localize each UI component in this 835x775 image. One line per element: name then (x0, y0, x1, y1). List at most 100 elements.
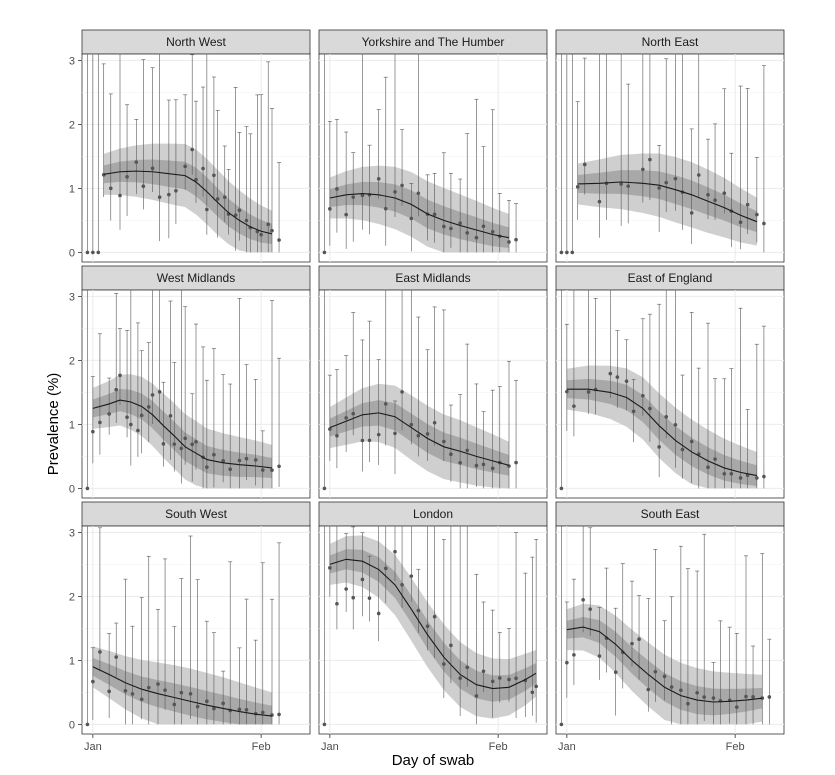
panel-title: North West (166, 35, 226, 49)
data-point (190, 147, 194, 152)
data-point (680, 447, 685, 452)
data-point (85, 486, 90, 491)
data-point (376, 611, 381, 616)
data-point (400, 390, 404, 394)
panel-title: North East (642, 35, 699, 49)
data-point (253, 458, 258, 462)
data-point (335, 433, 339, 438)
panel: North East (555, 29, 785, 263)
data-point (183, 164, 187, 169)
confidence-band (329, 400, 509, 476)
data-point (442, 662, 446, 666)
panel: South East Jan Feb (555, 501, 785, 753)
data-point (722, 471, 727, 476)
data-point (183, 436, 187, 441)
data-point (163, 688, 167, 692)
data-point (706, 193, 710, 197)
panel-title: East Midlands (395, 271, 470, 285)
y-tick-label: 0 (69, 719, 75, 731)
data-point (221, 701, 225, 706)
data-point (376, 177, 381, 181)
data-point (565, 389, 569, 394)
data-point (755, 476, 759, 480)
data-point (233, 213, 238, 217)
data-point (416, 191, 421, 196)
panel-title: Yorkshire and The Humber (362, 35, 505, 49)
data-point (195, 704, 200, 709)
data-point (108, 186, 113, 191)
data-point (114, 387, 118, 392)
data-point (393, 549, 397, 554)
data-point (129, 422, 133, 427)
data-point (91, 250, 95, 255)
data-point (335, 187, 339, 191)
x-tick-label: Jan (558, 741, 576, 753)
data-point (179, 446, 184, 451)
data-point (637, 637, 641, 642)
data-point (702, 695, 706, 699)
data-point (123, 688, 128, 693)
y-tick-label: 3 (69, 527, 75, 539)
y-tick-label: 1 (69, 183, 75, 195)
data-point (465, 448, 470, 453)
data-point (344, 416, 348, 420)
data-point (237, 707, 242, 712)
data-point (400, 183, 404, 188)
data-point (449, 643, 453, 648)
data-point (277, 712, 281, 717)
data-point (689, 211, 694, 215)
data-point (107, 689, 111, 694)
panel-strip (318, 501, 548, 527)
data-point (648, 406, 652, 411)
data-point (344, 587, 348, 591)
data-point (686, 701, 690, 706)
data-point (657, 445, 661, 449)
data-point (322, 250, 327, 255)
panel-strip (555, 501, 785, 527)
data-point (136, 428, 140, 433)
data-point (767, 695, 772, 699)
data-point (729, 471, 734, 476)
data-point (244, 456, 249, 461)
data-point (96, 250, 101, 255)
data-point (442, 439, 446, 444)
data-point (222, 195, 227, 199)
data-point (244, 707, 249, 712)
series-line (329, 558, 537, 690)
data-point (664, 180, 668, 185)
data-point (630, 641, 634, 646)
data-point (376, 432, 381, 437)
panel: East of England (555, 265, 785, 499)
data-point (118, 373, 122, 378)
data-point (393, 431, 397, 436)
series-line (329, 192, 510, 239)
panel-strip (81, 265, 311, 291)
data-point (490, 679, 495, 684)
panel-title: South East (641, 507, 700, 521)
confidence-band (566, 378, 757, 486)
data-point (172, 442, 177, 446)
data-point (432, 420, 437, 425)
y-axis-title: Prevalence (%) (45, 373, 62, 476)
data-point (673, 176, 678, 181)
y-tick-label: 1 (69, 655, 75, 667)
data-point (619, 182, 623, 186)
data-point (481, 669, 486, 674)
panel: Yorkshire and The Humber (318, 29, 548, 263)
panel: West Midlands 0 1 2 3 (69, 265, 311, 499)
data-point (664, 415, 668, 419)
confidence-band (103, 159, 272, 244)
data-point (425, 432, 430, 436)
data-point (474, 463, 479, 468)
data-point (383, 566, 388, 571)
data-point (174, 189, 178, 193)
data-point (270, 468, 274, 472)
data-point (641, 394, 645, 398)
data-point (322, 722, 327, 727)
data-point (744, 694, 748, 699)
x-tick-label: Feb (726, 741, 745, 753)
data-point (669, 685, 674, 689)
data-point (514, 237, 518, 242)
data-point (139, 697, 144, 702)
data-point (613, 670, 618, 675)
